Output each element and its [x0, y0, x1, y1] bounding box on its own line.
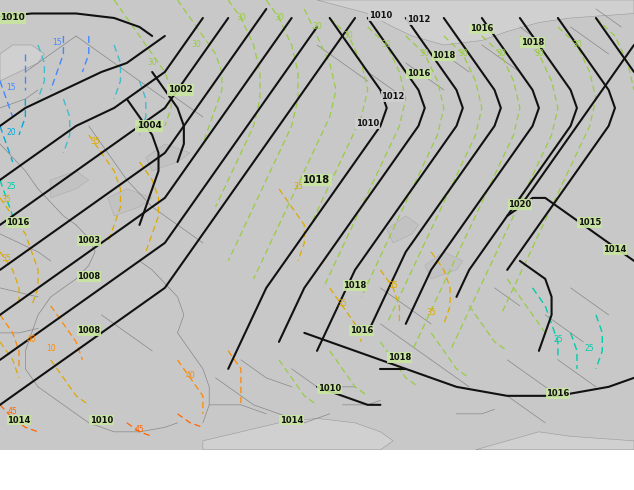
Text: 1008: 1008: [77, 326, 100, 335]
Text: 1012: 1012: [407, 16, 430, 24]
Text: Theta-e 700hPa [hPa] ECMWF: Theta-e 700hPa [hPa] ECMWF: [6, 457, 191, 470]
Text: 40: 40: [27, 335, 37, 344]
Text: 30: 30: [458, 49, 468, 58]
Text: 30: 30: [191, 41, 202, 49]
Text: 35: 35: [388, 281, 398, 290]
Text: 1016: 1016: [6, 218, 30, 227]
Text: 1020: 1020: [508, 200, 531, 209]
Text: 30: 30: [420, 49, 430, 58]
Text: 1002: 1002: [168, 85, 193, 95]
Text: 30: 30: [312, 23, 322, 31]
Text: 1018: 1018: [388, 353, 411, 362]
Polygon shape: [476, 432, 634, 450]
Text: 35: 35: [1, 196, 11, 204]
Text: 35: 35: [1, 254, 11, 263]
Text: 30: 30: [236, 14, 246, 23]
Polygon shape: [317, 0, 634, 45]
Text: 1018: 1018: [521, 38, 544, 47]
Text: 40: 40: [185, 371, 195, 380]
Text: ©weatheronline.co.uk: ©weatheronline.co.uk: [512, 478, 628, 488]
Text: 1014: 1014: [8, 416, 30, 425]
Polygon shape: [146, 144, 190, 171]
Text: 25: 25: [6, 182, 16, 191]
Text: 1010: 1010: [0, 14, 25, 23]
Text: 10: 10: [46, 344, 56, 353]
Text: 1018: 1018: [304, 175, 330, 185]
Text: 35: 35: [426, 308, 436, 317]
Polygon shape: [203, 418, 393, 450]
Text: 45: 45: [8, 407, 18, 416]
Text: 30: 30: [572, 41, 582, 49]
Text: 35: 35: [337, 299, 347, 308]
Text: 35: 35: [90, 137, 100, 146]
Text: 30: 30: [382, 41, 392, 49]
Text: 25: 25: [553, 335, 563, 344]
Text: 30: 30: [496, 49, 506, 58]
Text: 1014: 1014: [604, 245, 626, 254]
Text: 1003: 1003: [77, 236, 100, 245]
Text: 1016: 1016: [470, 24, 493, 33]
Text: 30: 30: [147, 58, 157, 68]
Text: 30: 30: [274, 14, 284, 23]
Text: 1004: 1004: [136, 122, 162, 130]
Text: 1010: 1010: [369, 11, 392, 20]
Text: 1012: 1012: [382, 92, 404, 101]
Text: 1010: 1010: [318, 384, 341, 393]
Text: 1018: 1018: [344, 281, 366, 290]
Text: 35: 35: [293, 182, 303, 191]
Text: 30: 30: [534, 49, 544, 58]
Text: 15: 15: [52, 38, 62, 47]
Text: Mo 20-05-2024 06:00 UTC (00+126): Mo 20-05-2024 06:00 UTC (00+126): [399, 455, 628, 467]
Text: 20: 20: [6, 128, 16, 137]
Polygon shape: [108, 189, 152, 216]
Text: 30: 30: [344, 31, 354, 41]
Text: 1010: 1010: [356, 119, 379, 128]
Polygon shape: [0, 45, 44, 81]
Text: 1016: 1016: [407, 70, 430, 78]
Text: 1018: 1018: [432, 51, 455, 60]
Polygon shape: [425, 252, 463, 279]
Text: 1016: 1016: [350, 326, 373, 335]
Text: 1008: 1008: [77, 272, 100, 281]
Text: 15: 15: [6, 83, 16, 92]
Text: 45: 45: [134, 425, 145, 434]
Text: 1016: 1016: [547, 389, 569, 398]
Text: 25: 25: [585, 344, 595, 353]
Text: 1010: 1010: [90, 416, 113, 425]
Text: 1015: 1015: [578, 218, 601, 227]
Polygon shape: [387, 216, 418, 243]
Polygon shape: [51, 171, 89, 198]
Text: 1014: 1014: [280, 416, 303, 425]
